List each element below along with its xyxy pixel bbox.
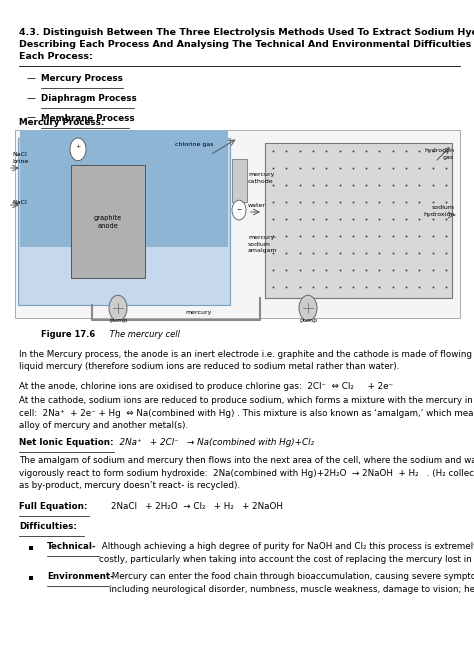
Text: chlorine gas: chlorine gas — [175, 142, 213, 147]
Text: mercury
cathode: mercury cathode — [248, 172, 274, 184]
Text: sodium
hydroxide: sodium hydroxide — [424, 205, 455, 216]
Text: At the cathode, sodium ions are reduced to produce sodium, which forms a mixture: At the cathode, sodium ions are reduced … — [19, 396, 474, 430]
Text: pump: pump — [299, 318, 317, 323]
Text: 2NaCl   + 2H₂O  → Cl₂   + H₂   + 2NaOH: 2NaCl + 2H₂O → Cl₂ + H₂ + 2NaOH — [89, 502, 283, 511]
Text: Mercury can enter the food chain through bioaccumulation, causing severe symptom: Mercury can enter the food chain through… — [109, 572, 474, 594]
Text: 2Na⁺   + 2Cl⁻   → Na(combined with Hg)+Cl₂: 2Na⁺ + 2Cl⁻ → Na(combined with Hg)+Cl₂ — [114, 438, 314, 447]
Text: Figure 17.6: Figure 17.6 — [41, 330, 95, 339]
Text: +: + — [75, 143, 81, 149]
Text: NaCl: NaCl — [12, 200, 27, 205]
Text: Technical-: Technical- — [47, 542, 97, 551]
Text: Full Equation:: Full Equation: — [19, 502, 88, 511]
Text: NaCl
brine: NaCl brine — [12, 152, 28, 163]
Circle shape — [232, 200, 246, 220]
Text: hydrogen
gas: hydrogen gas — [424, 148, 454, 159]
Text: At the anode, chlorine ions are oxidised to produce chlorine gas:  2Cl⁻  ⇔ Cl₂  : At the anode, chlorine ions are oxidised… — [19, 382, 393, 391]
Text: The amalgam of sodium and mercury then flows into the next area of the cell, whe: The amalgam of sodium and mercury then f… — [19, 456, 474, 490]
Text: pump: pump — [109, 318, 127, 323]
FancyBboxPatch shape — [71, 165, 146, 278]
Circle shape — [299, 295, 317, 321]
Text: Diaphragm Process: Diaphragm Process — [41, 94, 137, 103]
Text: water: water — [248, 203, 266, 208]
Text: Mercury Process: Mercury Process — [41, 74, 123, 83]
Bar — [15, 130, 460, 318]
Text: Mercury Process:: Mercury Process: — [19, 118, 104, 127]
Bar — [18, 138, 230, 305]
Bar — [232, 159, 247, 202]
Bar — [20, 130, 228, 247]
Text: —: — — [27, 114, 36, 123]
Bar — [265, 143, 452, 298]
Text: mercury-
sodium
amalgam: mercury- sodium amalgam — [248, 235, 278, 253]
Text: Environment-: Environment- — [47, 572, 114, 581]
Circle shape — [109, 295, 127, 321]
Text: Although achieving a high degree of purity for NaOH and Cl₂ this process is extr: Although achieving a high degree of puri… — [99, 542, 474, 563]
Text: mercury: mercury — [185, 310, 211, 315]
Text: —: — — [27, 74, 36, 83]
Text: In the Mercury process, the anode is an inert electrode i.e. graphite and the ca: In the Mercury process, the anode is an … — [19, 350, 472, 371]
Text: Net Ionic Equation:: Net Ionic Equation: — [19, 438, 114, 447]
Text: 4.3. Distinguish Between The Three Electrolysis Methods Used To Extract Sodium H: 4.3. Distinguish Between The Three Elect… — [19, 28, 474, 60]
Text: Difficulties:: Difficulties: — [19, 522, 77, 531]
Circle shape — [70, 138, 86, 161]
Text: The mercury cell: The mercury cell — [107, 330, 180, 339]
Text: Membrane Process: Membrane Process — [41, 114, 135, 123]
Text: −: − — [237, 206, 242, 211]
Text: —: — — [27, 94, 36, 103]
Text: graphite
anode: graphite anode — [94, 214, 122, 228]
